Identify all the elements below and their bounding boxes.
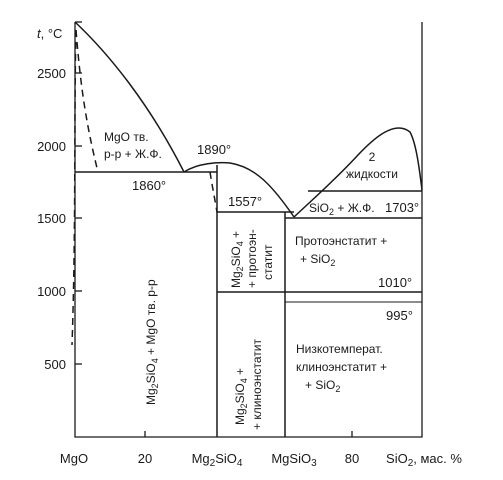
label-1010: 1010°	[378, 275, 412, 290]
region-mid-upper-line3: статит	[261, 244, 275, 280]
y-tick-label-500: 500	[44, 357, 66, 372]
dashed-solvus-left	[75, 29, 99, 173]
y-axis-title: t, °C	[37, 26, 62, 41]
region-protoenstatite-sio2: Протоэнстатит + + SiO2	[295, 234, 387, 268]
region-mgo-liquid-line1: MgO тв.	[104, 130, 149, 144]
region-mgo-liquid-line2: р-р + Ж.Ф.	[104, 147, 162, 161]
liquidus-mg2sio4-peak	[183, 161, 295, 218]
x-label-mgo: MgO	[60, 451, 88, 466]
dashed-liquidus-mg2sio4	[209, 171, 218, 213]
liquidus-sio2	[293, 127, 423, 218]
y-tick-label-1000: 1000	[37, 284, 66, 299]
region-mgo-liquid: MgO тв. р-р + Ж.Ф.	[104, 130, 162, 161]
label-1557: 1557°	[228, 194, 262, 209]
region-mg2sio4-protoenstatite: Mg2SiO4 + + протоэн- статит	[229, 229, 275, 288]
y-tick-label-2000: 2000	[37, 139, 66, 154]
dashed-solvus-right	[71, 29, 77, 346]
region-low-clino-line3: + SiO2	[305, 378, 340, 394]
region-low-clino-line1: Низкотемперат.	[296, 342, 383, 356]
region-mid-upper-line2: + протоэн-	[245, 229, 259, 288]
x-label-80: 80	[345, 451, 359, 466]
x-label-sio2: SiO2, мас. %	[386, 451, 462, 469]
region-two-liquids-line2: жидкости	[346, 167, 398, 181]
y-axis-title-unit: , °C	[41, 26, 63, 41]
diagram-frame	[74, 22, 423, 438]
region-mg2sio4-clinoenstatite: Mg2SiO4 + + клиноэнстатит	[233, 339, 264, 430]
y-axis-ticks	[75, 72, 82, 365]
region-mg2sio4-mgo: Mg2SiO4 + MgO тв. р-р	[144, 279, 160, 405]
region-mid-upper-line1: Mg2SiO4 +	[229, 231, 245, 288]
region-low-clino-line2: клиноэнстатит +	[296, 360, 387, 374]
y-axis-tick-labels: 2500 2000 1500 1000 500	[37, 66, 66, 372]
x-axis-ticks	[144, 431, 353, 437]
region-mid-lower-line1: Mg2SiO4 +	[233, 368, 249, 425]
region-mid-lower-line2: + клиноэнстатит	[250, 339, 264, 430]
label-1860: 1860°	[132, 178, 166, 193]
y-tick-label-2500: 2500	[37, 66, 66, 81]
region-sio2-liquid: SiO2 + Ж.Ф.	[309, 201, 375, 217]
x-label-mgsio3: MgSiO3	[271, 451, 317, 469]
y-axis-title-t: t	[37, 26, 42, 41]
region-protoenstatite-line1: Протоэнстатит +	[295, 234, 387, 248]
x-axis-tick-labels: MgO 20 Mg2SiO4 MgSiO3 80 SiO2, мас. %	[60, 451, 462, 469]
label-1890: 1890°	[197, 142, 231, 157]
region-protoenstatite-line2: + SiO2	[300, 252, 335, 268]
region-low-clinoenstatite-sio2: Низкотемперат. клиноэнстатит + + SiO2	[296, 342, 387, 394]
y-tick-label-1500: 1500	[37, 211, 66, 226]
region-two-liquids-line1: 2	[369, 150, 376, 164]
label-1703: 1703°	[385, 200, 419, 215]
x-label-mg2sio4: Mg2SiO4	[192, 451, 243, 469]
x-label-20: 20	[138, 451, 152, 466]
region-two-liquids: 2 жидкости	[346, 150, 398, 181]
liquidus-mgo	[74, 21, 185, 173]
label-995: 995°	[386, 308, 413, 323]
